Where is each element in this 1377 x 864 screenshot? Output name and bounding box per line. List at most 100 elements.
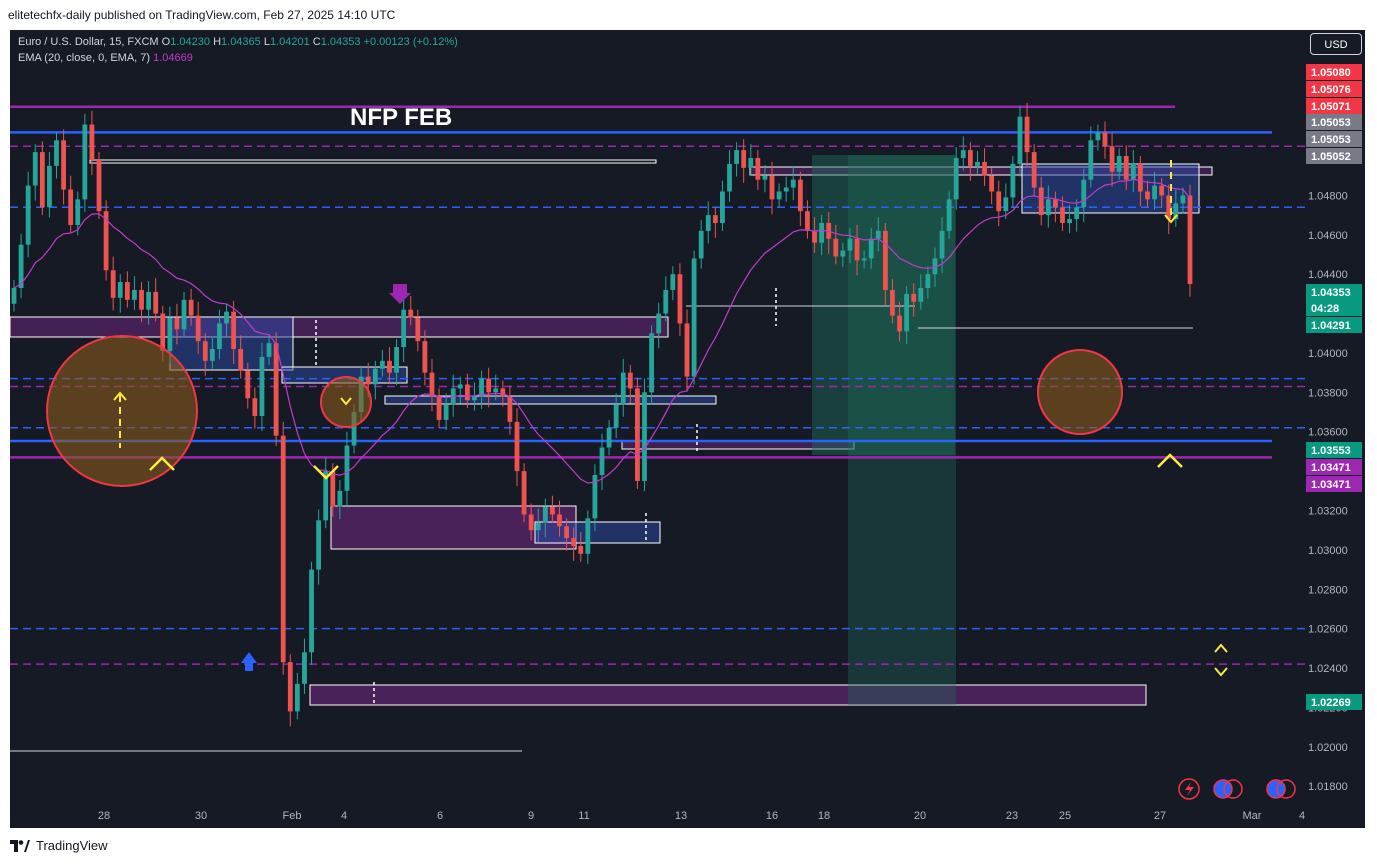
candle-body: [989, 175, 995, 192]
candle-body: [1145, 191, 1150, 200]
candle-body: [252, 398, 258, 416]
candle-body: [443, 404, 449, 420]
price-badge: [1306, 131, 1362, 147]
low-label: L: [263, 36, 270, 48]
candle-body: [387, 360, 392, 373]
candle-body: [132, 289, 137, 300]
candle-body: [309, 569, 314, 653]
candle-body: [967, 150, 973, 166]
price-badge-label: 1.05053: [1311, 134, 1351, 146]
candle-body: [642, 392, 647, 481]
candle-body: [790, 179, 796, 188]
lightning-icon[interactable]: [1178, 778, 1200, 800]
candle-body: [1173, 203, 1179, 220]
y-tick-label: 1.01800: [1308, 781, 1348, 793]
ema-line: [13, 178, 1191, 484]
candle-body: [762, 175, 768, 180]
candle-body: [302, 652, 307, 684]
candle-body: [153, 291, 159, 314]
candle-body: [897, 315, 902, 332]
candle-body: [479, 378, 484, 397]
candle-body: [656, 313, 662, 334]
candle-body: [712, 215, 718, 223]
candle-body: [139, 289, 144, 310]
candle-body: [755, 158, 761, 180]
y-tick-label: 1.03600: [1308, 427, 1348, 439]
x-tick-label: 25: [1059, 810, 1071, 822]
candle-body: [1116, 156, 1122, 172]
currency-button[interactable]: USD: [1310, 33, 1362, 55]
event-icon-ring: [1223, 779, 1243, 799]
candle-body: [535, 522, 541, 531]
price-badge-label: 1.03471: [1311, 462, 1351, 474]
candle-body: [124, 282, 130, 300]
x-tick-label: 30: [195, 810, 207, 822]
candle-body: [103, 211, 109, 271]
candle-body: [599, 447, 605, 476]
y-tick-label: 1.04000: [1308, 348, 1348, 360]
candle-body: [720, 191, 725, 223]
candle-body: [769, 175, 775, 200]
candle-body: [606, 427, 612, 448]
candle-body: [429, 372, 435, 397]
candle-body: [415, 317, 421, 342]
price-badge: [1306, 114, 1362, 130]
candle-body: [705, 215, 711, 231]
event-icon[interactable]: [1266, 779, 1286, 799]
candle-body: [1024, 116, 1030, 153]
candle-body: [953, 158, 959, 200]
candle-body: [493, 388, 499, 393]
up-chevron-icon: [149, 456, 175, 471]
candle-body: [372, 368, 378, 385]
candle-body: [875, 230, 881, 239]
candle-body: [238, 349, 244, 371]
x-tick-label: Mar: [1243, 810, 1262, 822]
candle-body: [1187, 195, 1193, 285]
change-value: +0.00123 (+0.12%): [363, 36, 458, 48]
price-badge: [1306, 476, 1362, 492]
candle-body: [613, 404, 619, 428]
y-tick-label: 1.04800: [1308, 190, 1348, 202]
price-badge: [1306, 81, 1362, 97]
candles-layer: [11, 102, 1193, 727]
candle-body: [620, 372, 626, 405]
candle-body: [748, 158, 754, 168]
blue-up-arrow-icon: [241, 652, 257, 671]
candle-body: [174, 317, 180, 330]
highlight-circle: [1037, 349, 1123, 435]
candle-body: [507, 396, 513, 422]
candle-body: [1088, 140, 1094, 180]
price-badge-label: 1.04291: [1311, 320, 1351, 332]
price-badge-label: 1.04353: [1311, 287, 1351, 299]
x-tick-label: 20: [914, 810, 926, 822]
price-badge: [1306, 317, 1362, 333]
brand-name: TradingView: [36, 838, 108, 853]
annotation-circles: [46, 335, 1123, 487]
candle-body: [564, 526, 569, 539]
candle-body: [882, 230, 888, 290]
candle-body: [337, 490, 343, 507]
event-icon[interactable]: [1213, 779, 1233, 799]
y-tick-label: 1.04600: [1308, 230, 1348, 242]
candlestick-chart[interactable]: NFP FEB 1.050001.048001.046001.044001.04…: [9, 30, 1365, 828]
position-zone: [812, 155, 955, 455]
axis-controls[interactable]: [1178, 778, 1296, 800]
price-badge-label: 1.03553: [1311, 445, 1351, 457]
chart-area[interactable]: NFP FEB 1.050001.048001.046001.044001.04…: [9, 30, 1365, 828]
candle-body: [670, 274, 676, 290]
candle-body: [982, 161, 987, 176]
candle-body: [911, 293, 917, 302]
candle-body: [1102, 132, 1108, 147]
candle-body: [422, 341, 428, 373]
candle-body: [1067, 219, 1072, 223]
y-tick-label: 1.03200: [1308, 506, 1348, 518]
zones-layer: [9, 155, 1213, 752]
price-badge-label: 1.05052: [1311, 151, 1351, 163]
candle-body: [627, 372, 633, 389]
price-badge-label: 1.03471: [1311, 479, 1351, 491]
price-badge: [1306, 98, 1362, 114]
candle-body: [1045, 199, 1051, 216]
y-tick-label: 1.03800: [1308, 387, 1348, 399]
high-value: 1.04365: [221, 36, 261, 48]
candle-body: [960, 150, 966, 159]
